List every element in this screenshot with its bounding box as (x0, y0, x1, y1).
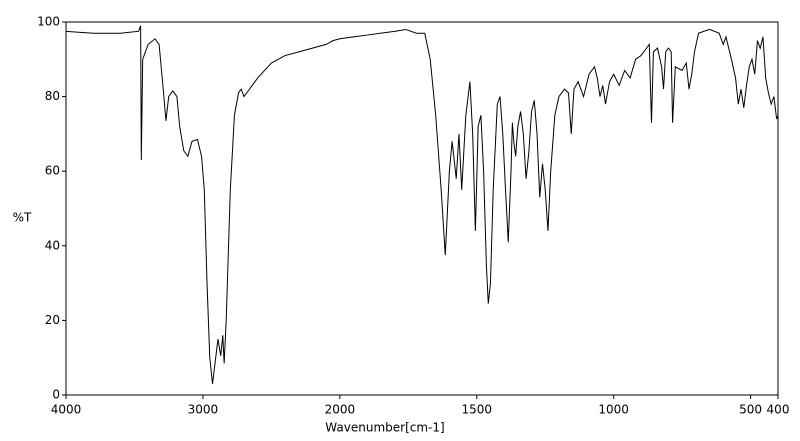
y-tick-label: 40 (45, 238, 60, 252)
spectrum-line (65, 25, 779, 384)
x-tick-label: 3000 (188, 403, 219, 417)
y-axis-label: %T (13, 211, 32, 225)
plot-frame (65, 21, 779, 396)
y-tick-label: 0 (52, 388, 60, 402)
x-axis-label: Wavenumber[cm-1] (325, 421, 444, 435)
y-tick-label: 80 (45, 89, 60, 103)
x-tick-label: 1500 (461, 403, 492, 417)
x-tick-label: 4000 (51, 403, 82, 417)
y-tick-label: 60 (45, 164, 60, 178)
x-tick-label: 400 (767, 403, 790, 417)
x-tick-label: 2000 (325, 403, 356, 417)
x-tick-label: 500 (739, 403, 762, 417)
y-tick-label: 20 (45, 313, 60, 327)
x-tick-label: 1000 (598, 403, 629, 417)
y-tick-label: 100 (37, 15, 60, 29)
